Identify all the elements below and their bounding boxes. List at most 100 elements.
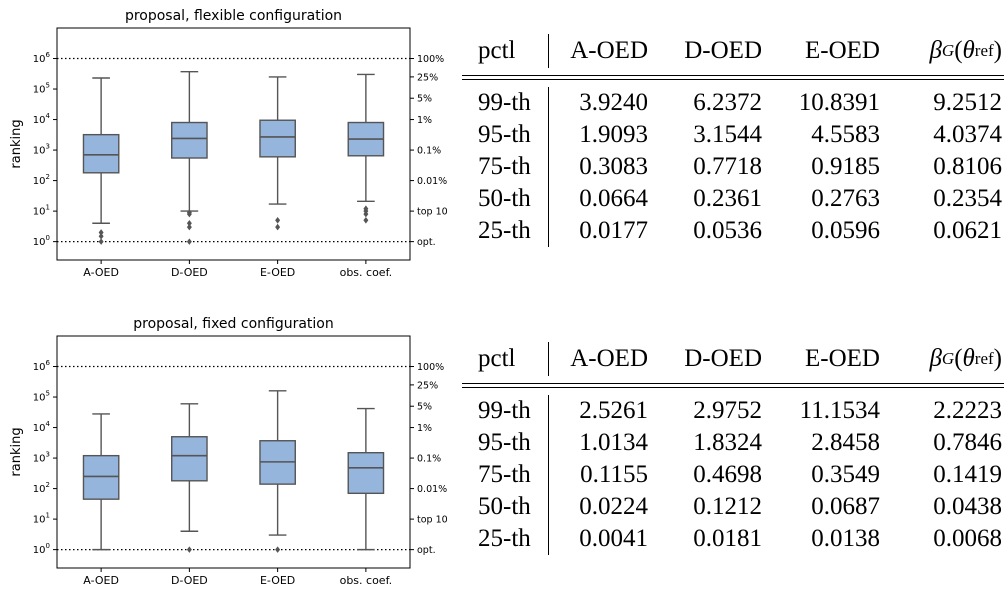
- table-cell: 0.0177: [579, 217, 648, 244]
- row-label: 50-th: [462, 183, 549, 215]
- table-cell: 0.0138: [811, 525, 880, 552]
- table-cell: 0.0041: [579, 525, 648, 552]
- header-double-rule: [462, 383, 1004, 388]
- paren-close: ): [993, 37, 1002, 64]
- y-tick-label: 105: [33, 82, 50, 96]
- theta-symbol: θ: [962, 345, 975, 372]
- right-tick-label: opt.: [417, 545, 436, 556]
- table-cell: 3.9240: [579, 89, 648, 116]
- table-cell: 0.9185: [811, 153, 880, 180]
- table-cell: 0.1419: [933, 461, 1002, 488]
- outlier-point: [186, 238, 192, 245]
- table-header-row: pctl A-OED D-OED E-OED β G(θ ref): [462, 28, 1004, 74]
- table-cell: 0.0224: [579, 493, 648, 520]
- y-axis-label: ranking: [9, 119, 24, 168]
- row-label: 75-th: [462, 459, 549, 491]
- theta-sub: ref: [974, 41, 994, 60]
- table-row: 99-th 2.5261 2.9752 11.1534 2.2223: [462, 395, 1004, 427]
- table-cell: 0.0596: [811, 217, 880, 244]
- table-cell: 1.9093: [579, 121, 648, 148]
- header-e-oed: E-OED: [805, 37, 880, 64]
- table-cell: 0.0664: [579, 185, 648, 212]
- outlier-point: [275, 216, 281, 224]
- row-label: 95-th: [462, 427, 549, 459]
- table-cell: 1.8324: [693, 429, 762, 456]
- right-tick-label: 0.1%: [417, 146, 441, 157]
- table-row: 95-th 1.0134 1.8324 2.8458 0.7846: [462, 427, 1004, 459]
- table-cell: 3.1544: [693, 121, 762, 148]
- table-cell: 0.1212: [693, 493, 762, 520]
- theta-sub: ref: [974, 349, 994, 368]
- y-tick-label: 103: [33, 143, 50, 157]
- outlier-point: [186, 209, 192, 216]
- x-tick-label: obs. coef.: [340, 266, 393, 279]
- y-axis-label: ranking: [9, 427, 24, 476]
- table-cell: 0.0181: [693, 525, 762, 552]
- header-pctl: pctl: [462, 34, 549, 68]
- header-beta: β G(θ ref): [880, 28, 1002, 74]
- table-cell: 2.5261: [579, 397, 648, 424]
- right-tick-label: 0.01%: [417, 176, 447, 187]
- table-cell: 4.0374: [933, 121, 1002, 148]
- table-cell: 0.2763: [811, 185, 880, 212]
- outlier-point: [363, 216, 369, 224]
- boxplot-fixed: proposal, fixed configuration ranking 100 1…: [9, 316, 448, 587]
- table-row: 99-th 3.9240 6.2372 10.8391 9.2512: [462, 87, 1004, 119]
- table-cell: 0.0068: [933, 525, 1002, 552]
- right-tick-label: top 10: [417, 207, 448, 218]
- box-iqr: [82, 133, 120, 174]
- right-tick-label: 25%: [417, 380, 438, 391]
- y-tick-label: 106: [33, 51, 51, 65]
- x-tick-label: D-OED: [171, 574, 208, 587]
- chart-title: proposal, flexible configuration: [125, 8, 342, 24]
- outlier-point: [186, 219, 192, 227]
- table-cell: 1.0134: [579, 429, 648, 456]
- beta-symbol: β: [929, 37, 942, 64]
- y-tick-label: 103: [33, 451, 50, 465]
- table-cell: 0.2361: [693, 185, 762, 212]
- y-tick-label: 101: [33, 512, 50, 526]
- table-cell: 0.0536: [693, 217, 762, 244]
- header-pctl: pctl: [462, 342, 549, 376]
- y-tick-label: 106: [33, 359, 51, 373]
- beta-symbol: β: [929, 345, 942, 372]
- right-tick-label: 25%: [417, 72, 438, 83]
- chart-title: proposal, fixed configuration: [133, 316, 334, 332]
- x-tick-label: E-OED: [260, 266, 295, 279]
- table-cell: 2.2223: [933, 397, 1002, 424]
- table-cell: 0.7846: [933, 429, 1002, 456]
- table-cell: 0.3549: [811, 461, 880, 488]
- header-d-oed: D-OED: [684, 37, 762, 64]
- right-tick-label: 0.01%: [417, 484, 447, 495]
- outlier-point: [275, 546, 281, 553]
- beta-sub: G: [941, 349, 955, 368]
- table-row: 50-th 0.0664 0.2361 0.2763 0.2354: [462, 183, 1004, 215]
- x-tick-label: obs. coef.: [340, 574, 393, 587]
- x-tick-label: D-OED: [171, 266, 208, 279]
- header-e-oed: E-OED: [805, 345, 880, 372]
- table-cell: 11.1534: [799, 397, 880, 424]
- x-tick-label: E-OED: [260, 574, 295, 587]
- table-row: 75-th 0.3083 0.7718 0.9185 0.8106: [462, 151, 1004, 183]
- table-cell: 0.2354: [933, 185, 1002, 212]
- right-tick-label: 100%: [417, 362, 444, 373]
- table-cell: 6.2372: [693, 89, 762, 116]
- y-tick-label: 101: [33, 204, 50, 218]
- header-beta: β G(θ ref): [880, 336, 1002, 382]
- header-a-oed: A-OED: [570, 37, 648, 64]
- box-iqr: [82, 454, 120, 500]
- x-tick-label: A-OED: [83, 574, 119, 587]
- table-body: 99-th 2.5261 2.9752 11.1534 2.2223 95-th 1.013…: [462, 395, 1004, 555]
- x-tick-label: A-OED: [83, 266, 119, 279]
- outlier-point: [98, 229, 104, 236]
- table-body: 99-th 3.9240 6.2372 10.8391 9.2512 95-th 1.909…: [462, 87, 1004, 247]
- table-cell: 4.5583: [811, 121, 880, 148]
- paren-open: (: [954, 345, 963, 372]
- table-cell: 0.3083: [579, 153, 648, 180]
- box-iqr: [171, 436, 208, 482]
- outlier-point: [363, 205, 369, 212]
- row-label: 99-th: [462, 395, 549, 427]
- header-a-oed: A-OED: [570, 345, 648, 372]
- table-cell: 10.8391: [798, 89, 880, 116]
- table-row: 95-th 1.9093 3.1544 4.5583 4.0374: [462, 119, 1004, 151]
